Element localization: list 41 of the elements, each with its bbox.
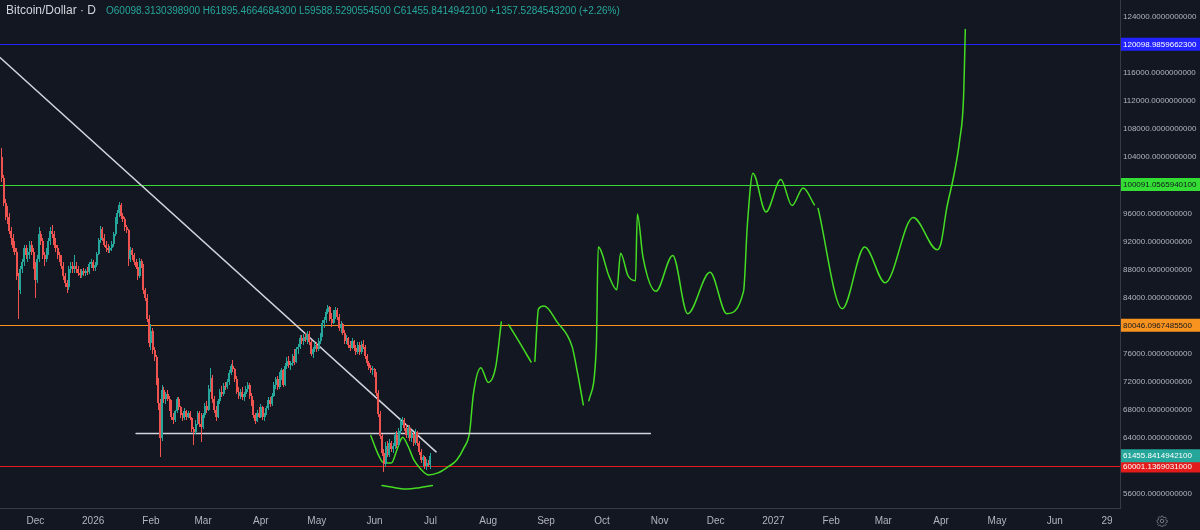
ref-line-label: 80046.0967485500	[1123, 320, 1193, 330]
x-tick-label: Dec	[26, 514, 45, 526]
x-tick-label: Apr	[933, 514, 950, 526]
y-tick-label: 76000.0000000000	[1123, 348, 1193, 358]
x-tick-label: Nov	[650, 514, 669, 526]
x-tick-label: Jul	[424, 514, 437, 526]
y-tick-label: 108000.0000000000	[1123, 124, 1197, 134]
x-tick-label: Mar	[874, 514, 893, 526]
y-tick-label: 116000.0000000000	[1123, 68, 1197, 78]
ref-line-label: 120098.9859662300	[1123, 39, 1197, 49]
y-tick-label: 92000.0000000000	[1123, 236, 1193, 246]
chart-title: Bitcoin/Dollar · D	[6, 3, 97, 17]
x-tick-label: 2026	[82, 514, 105, 526]
x-tick-label: Jun	[1046, 514, 1063, 526]
x-tick-label: Jun	[366, 514, 383, 526]
x-tick-label: Feb	[822, 514, 841, 526]
x-tick-label: Mar	[194, 514, 213, 526]
text: 61455.8414942100	[1123, 451, 1193, 461]
x-tick-label: Apr	[253, 514, 270, 526]
ref-line-label: 60001.1369031000	[1123, 461, 1193, 471]
y-tick-label: 104000.0000000000	[1123, 152, 1197, 162]
x-tick-label: Aug	[479, 514, 498, 526]
y-tick-label: 96000.0000000000	[1123, 208, 1193, 218]
x-tick-label: May	[987, 514, 1007, 526]
x-tick-label: 29	[1101, 514, 1113, 526]
x-tick-label: Oct	[594, 514, 610, 526]
ref-line-label: 100091.0565940100	[1123, 180, 1197, 190]
y-tick-label: 124000.0000000000	[1123, 12, 1197, 22]
y-tick-label: 88000.0000000000	[1123, 264, 1193, 274]
x-tick-label: Feb	[142, 514, 160, 526]
x-tick-label: 2027	[762, 514, 785, 526]
y-tick-label: 68000.0000000000	[1123, 404, 1193, 414]
x-tick-label: Sep	[537, 514, 556, 526]
y-tick-label: 64000.0000000000	[1123, 433, 1193, 443]
y-tick-label: 56000.0000000000	[1123, 489, 1193, 499]
y-tick-label: 112000.0000000000	[1123, 96, 1197, 106]
x-tick-label: Dec	[706, 514, 725, 526]
x-tick-label: May	[307, 514, 327, 526]
y-tick-label: 84000.0000000000	[1123, 292, 1193, 302]
text: O60098.3130398900 H61895.4664684300 L59588.5290554500 C61455.8414942100 +1357.5284543200 (+2.26%)	[106, 5, 620, 16]
y-tick-label: 72000.0000000000	[1123, 376, 1193, 386]
